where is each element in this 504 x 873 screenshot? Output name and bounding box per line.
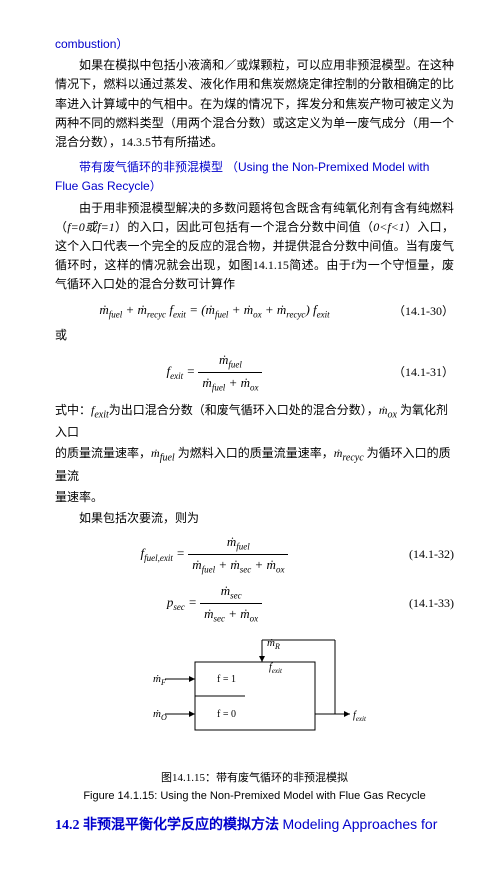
eq-31-number: （14.1-31） <box>374 363 454 382</box>
section-14-2-heading: 14.2 非预混平衡化学反应的模拟方法 Modeling Approaches … <box>55 813 454 837</box>
equation-33: psec = ṁsec ṁsec + ṁox (14.1-33) <box>55 581 454 626</box>
eq-32-number: (14.1-32) <box>374 545 454 564</box>
eq-33-number: (14.1-33) <box>374 594 454 613</box>
svg-text:ṁR: ṁR <box>267 637 280 651</box>
paragraph-4: 的质量流量速率，ṁfuel 为燃料入口的质量流量速率，ṁrecyc 为循环入口的… <box>55 444 454 486</box>
figure-caption-en: Figure 14.1.15: Using the Non-Premixed M… <box>55 788 454 806</box>
paragraph-2: 由于用非预混模型解决的多数问题将包含既含有纯氧化剂有含有纯燃料（f=0或f=1）… <box>55 199 454 295</box>
paragraph-3: 式中：fexit为出口混合分数（和废气循环入口处的混合分数），ṁox 为氧化剂入… <box>55 401 454 443</box>
combustion-link[interactable]: combustion） <box>55 37 128 51</box>
subhead-cn: 带有废气循环的非预混模型 <box>79 160 223 174</box>
svg-text:fexit: fexit <box>269 662 283 675</box>
equation-31: fexit = ṁfuel ṁfuel + ṁox （14.1-31） <box>55 350 454 395</box>
eq-30-number: （14.1-30） <box>374 302 454 321</box>
paragraph-1: 如果在模拟中包括小液滴和／或煤颗粒，可以应用非预混模型。在这种情况下，燃料以通过… <box>55 56 454 152</box>
paragraph-5: 量速率。 <box>55 488 454 507</box>
section-number: 14.2 <box>55 818 80 833</box>
svg-text:ṁO: ṁO <box>153 708 167 722</box>
equation-30: ṁfuel + ṁrecyc fexit = (ṁfuel + ṁox + ṁr… <box>55 300 454 322</box>
or-text: 或 <box>55 326 454 345</box>
section-title-en: Modeling Approaches for <box>283 816 438 832</box>
section-title-cn: 非预混平衡化学反应的模拟方法 <box>83 818 279 833</box>
f1-label: f = 1 <box>217 674 236 685</box>
figure-caption-cn: 图14.1.15：带有废气循环的非预混模拟 <box>55 770 454 788</box>
subheading-flue-gas: 带有废气循环的非预混模型 （Using the Non-Premixed Mod… <box>55 158 454 196</box>
paragraph-6: 如果包括次要流，则为 <box>55 509 454 528</box>
figure-14-1-15: f = 1 f = 0 ṁF ṁO ṁR fexit fexit <box>55 632 454 768</box>
svg-text:ṁF: ṁF <box>153 673 166 687</box>
equation-32: ffuel,exit = ṁfuel ṁfuel + ṁsec + ṁox (1… <box>55 532 454 577</box>
svg-text:fexit: fexit <box>353 710 367 723</box>
f0-label: f = 0 <box>217 709 236 720</box>
top-link: combustion） <box>55 35 454 54</box>
